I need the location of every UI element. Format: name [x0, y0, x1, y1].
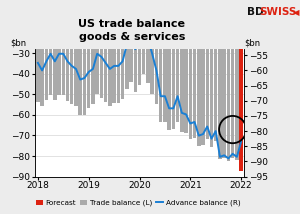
Text: US trade balance
goods & services: US trade balance goods & services	[79, 19, 185, 42]
Bar	[201, 0, 205, 144]
Bar	[159, 0, 162, 122]
Bar	[40, 0, 44, 106]
Bar	[231, 0, 234, 158]
Bar	[134, 0, 137, 92]
Text: ◀: ◀	[293, 8, 300, 17]
Bar	[104, 0, 107, 102]
Bar	[189, 0, 192, 139]
Bar	[66, 0, 69, 101]
Bar	[151, 0, 154, 94]
Bar	[163, 0, 167, 122]
Bar	[239, 0, 243, 171]
Bar	[210, 0, 213, 147]
Bar	[129, 0, 133, 82]
Bar	[180, 0, 184, 132]
Bar	[184, 0, 188, 133]
Bar	[79, 0, 82, 115]
Bar	[138, 0, 141, 85]
Bar	[61, 0, 65, 95]
Bar	[206, 0, 209, 139]
Bar	[172, 0, 175, 129]
Bar	[146, 0, 150, 83]
Bar	[167, 0, 171, 129]
Bar	[222, 0, 226, 158]
Legend: Forecast, Trade balance (L), Advance balance (R): Forecast, Trade balance (L), Advance bal…	[33, 197, 243, 209]
Bar	[45, 0, 48, 100]
Bar	[176, 0, 179, 122]
Bar	[87, 0, 90, 108]
Bar	[36, 0, 40, 103]
Bar	[235, 0, 239, 160]
Bar	[117, 0, 120, 103]
Text: $bn: $bn	[11, 39, 26, 48]
Bar	[95, 0, 99, 94]
Bar	[91, 0, 95, 104]
Bar	[53, 0, 57, 100]
Bar	[121, 0, 124, 99]
Bar	[214, 0, 217, 141]
Bar	[57, 0, 61, 95]
Text: $bn: $bn	[244, 39, 261, 48]
Bar	[125, 0, 128, 89]
Bar	[70, 0, 74, 104]
Bar	[112, 0, 116, 103]
Bar	[108, 0, 112, 106]
Text: BD: BD	[248, 7, 264, 18]
Bar	[83, 0, 86, 114]
Bar	[197, 0, 200, 146]
Bar	[193, 0, 196, 138]
Bar	[155, 0, 158, 104]
Bar	[142, 0, 146, 74]
Text: SWISS: SWISS	[260, 7, 297, 18]
Bar	[218, 0, 222, 159]
Bar	[100, 0, 103, 98]
Bar	[227, 0, 230, 161]
Bar	[74, 0, 78, 106]
Bar	[49, 0, 52, 95]
